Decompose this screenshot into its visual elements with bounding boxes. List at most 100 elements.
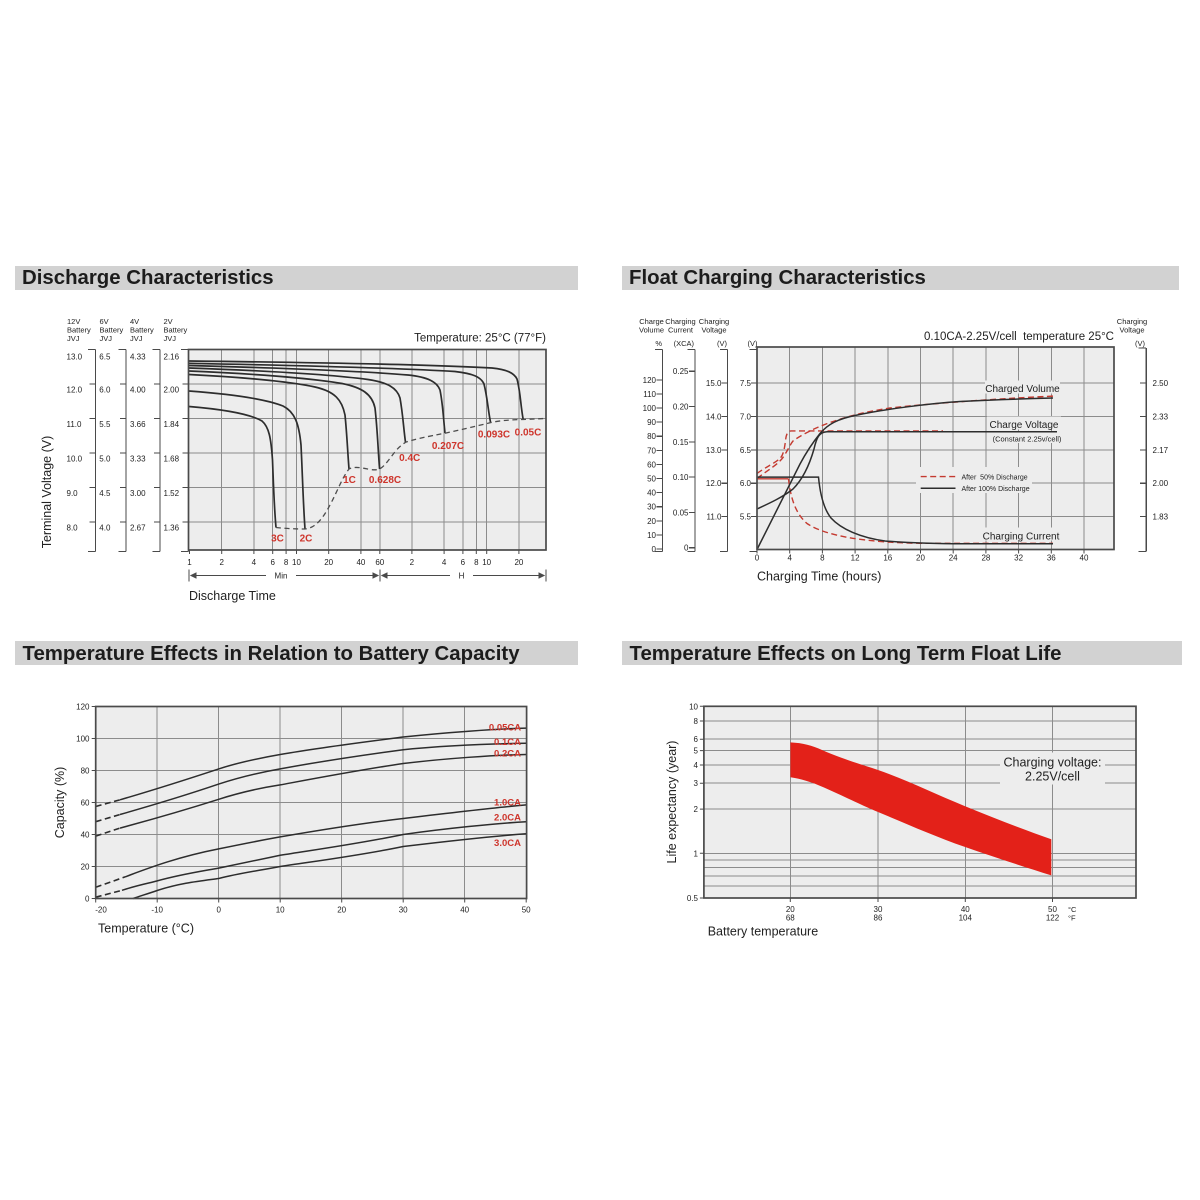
svg-text:100: 100: [76, 735, 90, 744]
svg-text:90: 90: [647, 418, 656, 427]
svg-text:2.00: 2.00: [164, 386, 180, 395]
svg-text:3C: 3C: [271, 534, 284, 545]
svg-text:After 100% Discharge: After 100% Discharge: [962, 486, 1030, 493]
svg-text:1.84: 1.84: [164, 420, 180, 429]
svg-text:4.00: 4.00: [130, 386, 146, 395]
svg-text:40: 40: [81, 831, 90, 840]
svg-text:0.5: 0.5: [687, 894, 699, 903]
svg-text:14.0: 14.0: [706, 412, 722, 421]
svg-text:0.05: 0.05: [673, 508, 689, 517]
svg-text:After 50% Discharge: After 50% Discharge: [962, 474, 1028, 481]
svg-text:2.50: 2.50: [1153, 379, 1169, 388]
svg-text:80: 80: [647, 432, 656, 441]
svg-text:JVJ: JVJ: [164, 334, 177, 343]
svg-text:2.33: 2.33: [1153, 412, 1169, 421]
svg-text:JVJ: JVJ: [130, 334, 143, 343]
svg-text:20: 20: [786, 905, 795, 914]
svg-text:4.5: 4.5: [99, 489, 111, 498]
svg-text:40: 40: [647, 489, 656, 498]
svg-text:50: 50: [522, 906, 531, 915]
svg-text:6: 6: [270, 558, 275, 567]
svg-text:(V): (V): [748, 339, 759, 348]
svg-text:120: 120: [643, 376, 657, 385]
svg-text:(XCA): (XCA): [674, 339, 695, 348]
svg-text:13.0: 13.0: [706, 446, 722, 455]
svg-text:-20: -20: [95, 906, 107, 915]
svg-text:9.0: 9.0: [67, 489, 79, 498]
svg-text:3.00: 3.00: [130, 489, 146, 498]
svg-text:(Constant 2.25v/cell): (Constant 2.25v/cell): [993, 435, 1062, 444]
svg-text:80: 80: [81, 767, 90, 776]
svg-text:20: 20: [514, 558, 523, 567]
svg-text:12: 12: [851, 554, 860, 563]
svg-text:0.05CA: 0.05CA: [489, 723, 521, 734]
svg-text:13.0: 13.0: [67, 353, 83, 362]
svg-text:12.0: 12.0: [706, 479, 722, 488]
svg-text:0.20: 0.20: [673, 403, 689, 412]
svg-text:1.83: 1.83: [1153, 513, 1169, 522]
svg-text:20: 20: [647, 517, 656, 526]
svg-text:Charged Volume: Charged Volume: [985, 384, 1060, 395]
svg-text:Temperature (°C): Temperature (°C): [98, 922, 194, 936]
svg-text:60: 60: [81, 799, 90, 808]
svg-text:0.628C: 0.628C: [369, 475, 401, 486]
svg-text:11.0: 11.0: [707, 513, 723, 522]
svg-text:Battery: Battery: [67, 326, 91, 335]
svg-text:40: 40: [961, 905, 970, 914]
svg-text:120: 120: [76, 703, 90, 712]
svg-text:10: 10: [647, 531, 656, 540]
svg-text:-10: -10: [151, 906, 163, 915]
svg-text:11.0: 11.0: [67, 420, 83, 429]
svg-text:20: 20: [324, 558, 333, 567]
svg-text:10: 10: [482, 558, 491, 567]
svg-text:0.05C: 0.05C: [515, 428, 542, 439]
svg-text:Min: Min: [275, 572, 288, 581]
svg-text:12.0: 12.0: [67, 386, 83, 395]
svg-text:2.16: 2.16: [164, 353, 180, 362]
svg-text:6.5: 6.5: [99, 353, 111, 362]
svg-text:10: 10: [276, 906, 285, 915]
svg-text:0: 0: [216, 906, 221, 915]
svg-text:Battery temperature: Battery temperature: [708, 925, 819, 939]
svg-text:30: 30: [874, 905, 883, 914]
svg-text:1.0CA: 1.0CA: [494, 798, 521, 809]
svg-text:10: 10: [689, 702, 698, 711]
svg-text:0.4C: 0.4C: [399, 453, 420, 464]
svg-text:8: 8: [474, 558, 479, 567]
svg-text:1C: 1C: [343, 475, 356, 486]
svg-text:%: %: [655, 339, 662, 348]
svg-text:1: 1: [187, 558, 192, 567]
svg-text:°F: °F: [1068, 914, 1076, 923]
svg-text:0.10: 0.10: [673, 473, 689, 482]
svg-text:5.5: 5.5: [99, 420, 111, 429]
svg-text:(V): (V): [1135, 339, 1146, 348]
svg-text:4: 4: [252, 558, 257, 567]
svg-text:68: 68: [786, 914, 795, 923]
svg-text:2: 2: [219, 558, 224, 567]
svg-text:2: 2: [410, 558, 415, 567]
svg-text:(V): (V): [717, 339, 728, 348]
svg-text:3.66: 3.66: [130, 420, 146, 429]
svg-text:Temperature: 25°C (77°F): Temperature: 25°C (77°F): [414, 333, 546, 345]
svg-text:8: 8: [820, 554, 825, 563]
svg-text:122: 122: [1046, 914, 1060, 923]
svg-text:4.0: 4.0: [99, 524, 111, 533]
svg-text:70: 70: [647, 446, 656, 455]
svg-text:4: 4: [442, 558, 447, 567]
svg-text:0: 0: [755, 554, 760, 563]
svg-text:8: 8: [694, 717, 699, 726]
svg-text:40: 40: [1080, 554, 1089, 563]
svg-text:20: 20: [916, 554, 925, 563]
svg-text:2V: 2V: [164, 317, 173, 326]
svg-text:100: 100: [643, 404, 657, 413]
svg-text:Charging: Charging: [1117, 317, 1147, 326]
svg-text:0.15: 0.15: [673, 438, 689, 447]
svg-text:Charging: Charging: [665, 317, 695, 326]
svg-text:0.2CA: 0.2CA: [494, 749, 521, 760]
svg-text:7.5: 7.5: [740, 379, 752, 388]
svg-text:6: 6: [461, 558, 466, 567]
svg-text:2C: 2C: [300, 534, 313, 545]
svg-text:H: H: [459, 572, 465, 581]
svg-text:6.0: 6.0: [740, 479, 752, 488]
svg-text:1.36: 1.36: [164, 524, 180, 533]
